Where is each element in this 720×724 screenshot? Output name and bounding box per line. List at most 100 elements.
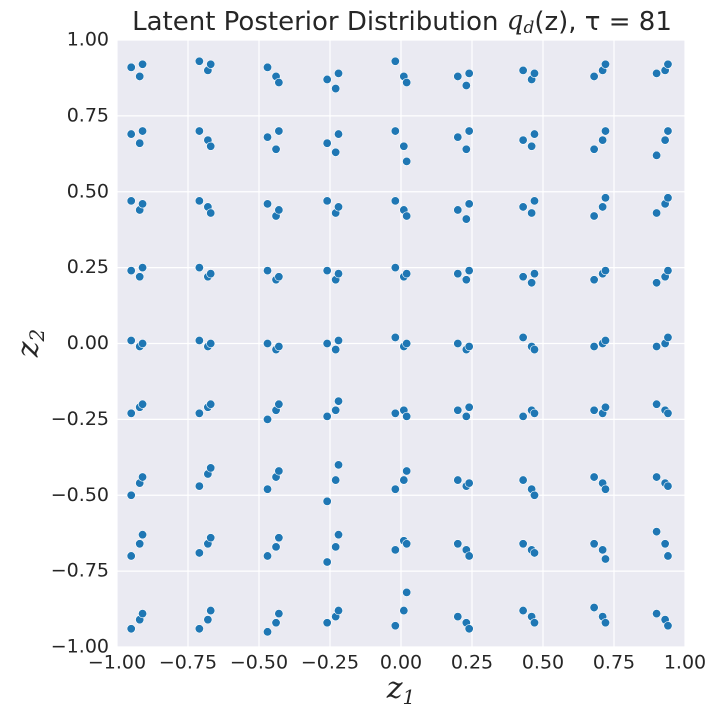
point xyxy=(390,196,400,206)
point xyxy=(663,332,673,342)
point xyxy=(518,411,528,421)
point xyxy=(402,539,412,549)
point xyxy=(322,411,332,421)
point xyxy=(589,342,599,352)
point xyxy=(331,475,341,485)
point xyxy=(138,59,148,69)
title-sub: d xyxy=(523,18,534,38)
point xyxy=(663,59,673,69)
point xyxy=(600,402,610,412)
point xyxy=(461,214,471,224)
x-tick-label: 0.25 xyxy=(451,652,493,674)
title-math: q xyxy=(507,6,524,36)
y-tick-label: 0.25 xyxy=(67,256,109,278)
point xyxy=(138,399,148,409)
x-tick-label: −1.00 xyxy=(88,652,146,674)
point xyxy=(126,129,136,139)
point xyxy=(660,539,670,549)
point xyxy=(194,126,204,136)
title-rest: (z), τ = 81 xyxy=(534,7,672,37)
point xyxy=(453,205,463,215)
point xyxy=(263,627,273,637)
point xyxy=(334,202,344,212)
x-tick-label: −0.50 xyxy=(230,652,288,674)
point xyxy=(600,59,610,69)
point xyxy=(331,405,341,415)
point xyxy=(390,56,400,66)
point xyxy=(126,624,136,634)
point xyxy=(461,411,471,421)
point xyxy=(271,542,281,552)
point xyxy=(453,475,463,485)
point xyxy=(206,338,216,348)
point xyxy=(334,530,344,540)
point xyxy=(652,278,662,288)
point xyxy=(663,266,673,276)
point xyxy=(402,466,412,476)
point xyxy=(453,612,463,622)
point xyxy=(518,332,528,342)
point xyxy=(464,478,474,488)
point xyxy=(203,615,213,625)
point xyxy=(263,484,273,494)
point xyxy=(194,408,204,418)
x-tick-label: 0.50 xyxy=(522,652,564,674)
point xyxy=(589,144,599,154)
point xyxy=(274,609,284,619)
x-axis-label: z1 xyxy=(386,671,416,709)
point xyxy=(464,126,474,136)
y-tick-label: −0.25 xyxy=(51,408,109,430)
point xyxy=(652,150,662,160)
point xyxy=(274,399,284,409)
point xyxy=(527,278,537,288)
point xyxy=(138,609,148,619)
point xyxy=(206,399,216,409)
point xyxy=(322,138,332,148)
point xyxy=(464,624,474,634)
point xyxy=(399,141,409,151)
y-tick-label: −0.75 xyxy=(51,560,109,582)
point xyxy=(518,539,528,549)
point xyxy=(390,621,400,631)
point xyxy=(652,68,662,78)
point xyxy=(331,345,341,355)
point xyxy=(652,399,662,409)
point xyxy=(529,269,539,279)
point xyxy=(271,144,281,154)
point xyxy=(322,618,332,628)
point xyxy=(652,609,662,619)
point xyxy=(194,263,204,273)
y-label-text: z xyxy=(11,341,46,358)
point xyxy=(126,266,136,276)
point xyxy=(589,211,599,221)
point xyxy=(274,342,284,352)
point xyxy=(464,199,474,209)
point xyxy=(589,603,599,613)
y-tick-label: 0.75 xyxy=(67,104,109,126)
point xyxy=(402,211,412,221)
point xyxy=(331,84,341,94)
point xyxy=(322,338,332,348)
point xyxy=(390,545,400,555)
point xyxy=(274,466,284,476)
point xyxy=(206,141,216,151)
y-tick-label: 0.50 xyxy=(67,180,109,202)
point xyxy=(529,68,539,78)
point xyxy=(518,135,528,145)
point xyxy=(663,408,673,418)
point xyxy=(464,68,474,78)
point xyxy=(263,199,273,209)
point xyxy=(402,338,412,348)
point xyxy=(126,408,136,418)
point xyxy=(663,621,673,631)
y-tick-label: −1.00 xyxy=(51,636,109,658)
point xyxy=(390,408,400,418)
point xyxy=(322,496,332,506)
point xyxy=(194,335,204,345)
point xyxy=(600,484,610,494)
point xyxy=(464,342,474,352)
point xyxy=(598,202,608,212)
x-tick-label: 1.00 xyxy=(664,652,706,674)
point xyxy=(274,126,284,136)
point xyxy=(652,527,662,537)
